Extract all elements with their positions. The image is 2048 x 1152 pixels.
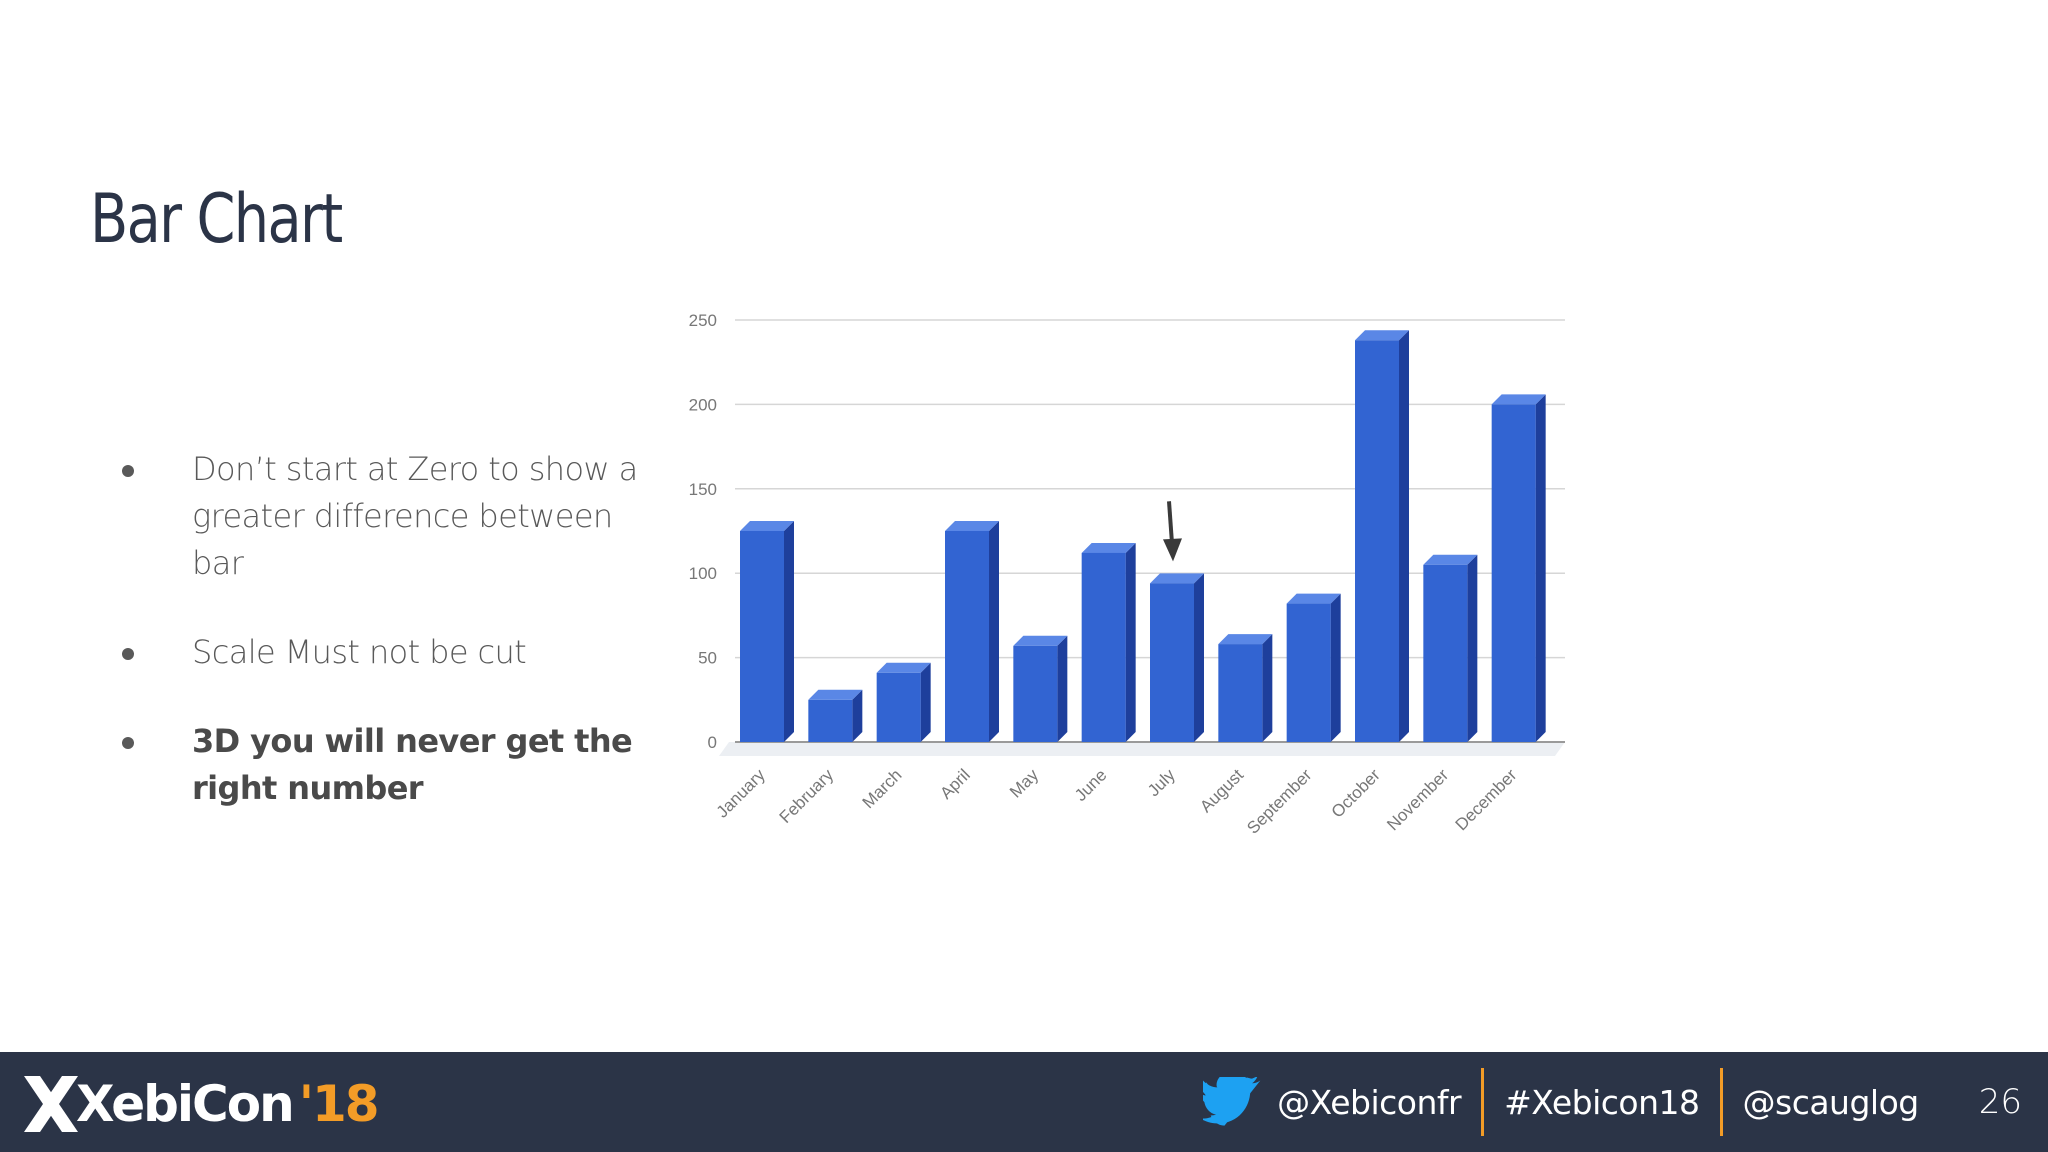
- bar: [1081, 552, 1126, 742]
- bar: [740, 531, 784, 742]
- x-tick-label: February: [776, 765, 838, 827]
- x-tick-label: January: [713, 765, 770, 822]
- bar-side: [1194, 573, 1204, 742]
- y-tick-label: 200: [689, 395, 717, 414]
- bar-top: [1355, 330, 1409, 341]
- bar: [1423, 564, 1468, 742]
- slide-title: Bar Chart: [90, 180, 343, 259]
- bar-top: [740, 521, 794, 531]
- chart-floor: [719, 742, 1565, 756]
- bullet-dot: [122, 648, 134, 660]
- x-tick-label: March: [859, 765, 906, 812]
- twitter-icon: [1203, 1077, 1261, 1126]
- x-tick-label: May: [1006, 765, 1042, 801]
- x-tick-label: September: [1243, 765, 1315, 837]
- logo-x-icon: [24, 1076, 78, 1132]
- bar-top: [1423, 554, 1478, 565]
- bar: [876, 672, 921, 742]
- xebicon-logo: XebiCon '18: [20, 1074, 380, 1134]
- social-info: @Xebiconfr #Xebicon18 @scauglog 26: [1203, 1052, 2048, 1152]
- y-tick-label: 0: [708, 733, 717, 752]
- bar-side: [784, 521, 794, 742]
- hashtag[interactable]: #Xebicon18: [1504, 1082, 1700, 1122]
- bar-side: [852, 689, 863, 742]
- y-tick-label: 100: [689, 564, 717, 583]
- bar-top: [1150, 573, 1204, 584]
- x-tick-label: April: [936, 765, 973, 802]
- bar: [1013, 645, 1058, 742]
- x-tick-label: July: [1144, 765, 1179, 800]
- bullet-dot: [122, 465, 134, 477]
- annotation-arrow-shaft: [1167, 501, 1174, 544]
- bar-side: [1399, 330, 1409, 742]
- x-tick-label: November: [1383, 765, 1452, 834]
- footer-bar: XebiCon '18 @Xebiconfr #Xebicon18 @scaug…: [0, 1052, 2048, 1152]
- bar-top: [808, 689, 863, 700]
- bar-side: [1535, 394, 1546, 742]
- bullet-item: 3D you will never get the right number: [118, 718, 658, 812]
- bullet-dot: [122, 737, 134, 749]
- bar-top: [1081, 542, 1136, 553]
- y-tick-label: 50: [698, 649, 717, 668]
- bar: [1491, 404, 1536, 742]
- annotation-arrow-head: [1163, 538, 1182, 562]
- logo-year: '18: [298, 1075, 380, 1133]
- bar-top: [1218, 634, 1273, 645]
- bar: [808, 699, 853, 742]
- x-tick-label: December: [1452, 765, 1521, 834]
- bar: [1150, 583, 1194, 742]
- bar-chart: 0 50 100 150 200 250 January February March April…: [689, 311, 1565, 838]
- speaker-handle[interactable]: @scauglog: [1742, 1082, 1920, 1122]
- bar-top: [1491, 394, 1546, 405]
- bar-side: [989, 521, 999, 742]
- bar-side: [1057, 635, 1068, 742]
- bar-top: [945, 521, 999, 531]
- bar: [1286, 603, 1331, 742]
- divider: [1481, 1068, 1485, 1136]
- bar-side: [1467, 554, 1478, 742]
- bullet-text: Scale Must not be cut: [192, 633, 527, 671]
- divider: [1719, 1068, 1723, 1136]
- bar-top: [1013, 635, 1068, 646]
- twitter-handle[interactable]: @Xebiconfr: [1277, 1082, 1462, 1122]
- page-number: 26: [1978, 1082, 2022, 1122]
- bullet-item: Don’t start at Zero to show a greater di…: [118, 446, 658, 587]
- logo-text: XebiCon: [76, 1075, 295, 1133]
- x-tick-label: June: [1071, 765, 1111, 805]
- bar-top: [876, 662, 931, 673]
- bar-side: [920, 662, 931, 742]
- bullet-text: Don’t start at Zero to show a greater di…: [192, 450, 638, 582]
- bar: [1218, 644, 1263, 742]
- x-tick-label: August: [1196, 765, 1247, 816]
- bar-top: [1286, 593, 1341, 604]
- bullet-text: 3D you will never get the right number: [192, 722, 633, 807]
- x-tick-label: October: [1328, 765, 1384, 821]
- y-tick-label: 150: [689, 480, 717, 499]
- bullet-list: Don’t start at Zero to show a greater di…: [118, 446, 658, 854]
- bar: [1355, 340, 1399, 742]
- bar-side: [1125, 542, 1136, 742]
- bullet-item: Scale Must not be cut: [118, 629, 658, 676]
- y-tick-label: 250: [689, 311, 717, 330]
- bar-side: [1262, 634, 1273, 742]
- bar-side: [1330, 593, 1341, 742]
- bar: [945, 531, 989, 742]
